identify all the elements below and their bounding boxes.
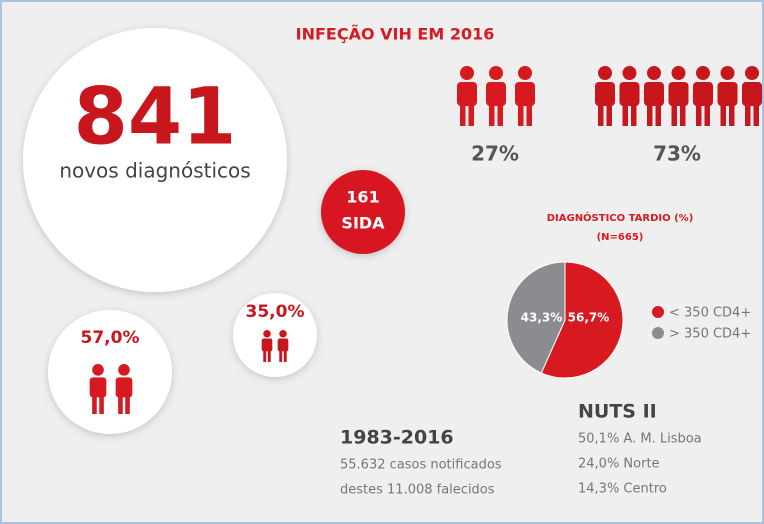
nuts-line: 14,3% Centro xyxy=(578,482,667,497)
main-circle xyxy=(23,28,287,292)
group-circle-left xyxy=(48,310,172,434)
group-circle-right xyxy=(233,293,317,377)
group-right: 35,0% xyxy=(246,302,305,322)
history-line: 55.632 casos notificados xyxy=(340,458,502,473)
women-percent: 27% xyxy=(471,142,519,166)
legend-label: > 350 CD4+ xyxy=(669,327,751,342)
person-icon xyxy=(742,66,762,126)
history-heading: 1983-2016 xyxy=(340,427,454,449)
legend-swatch xyxy=(652,327,664,339)
person-icon xyxy=(486,66,506,126)
person-icon xyxy=(668,66,689,126)
pie-title: DIAGNÓSTICO TARDIO (%) xyxy=(547,211,694,224)
title: INFEÇÃO VIH EM 2016 xyxy=(296,25,495,44)
aids-number: 161 xyxy=(346,188,379,207)
person-icon xyxy=(644,66,664,126)
legend-label: < 350 CD4+ xyxy=(669,306,751,321)
person-icon xyxy=(693,66,713,126)
pie-label: 43,3% xyxy=(521,311,563,325)
person-icon xyxy=(277,330,289,362)
men-percent: 73% xyxy=(653,142,701,166)
person-icon xyxy=(619,66,640,126)
aids-circle xyxy=(321,170,405,254)
person-icon xyxy=(89,364,107,414)
pie-slice xyxy=(506,261,566,374)
person-icon xyxy=(115,364,133,414)
nuts-line: 50,1% A. M. Lisboa xyxy=(578,432,702,447)
nuts-heading: NUTS II xyxy=(578,401,657,423)
new-cases-label: novos diagnósticos xyxy=(59,159,250,183)
person-icon xyxy=(457,66,477,126)
pie-slice xyxy=(540,261,624,379)
legend-swatch xyxy=(652,306,664,318)
person-icon xyxy=(515,66,535,126)
person-icon xyxy=(717,66,738,126)
history-line: destes 11.008 falecidos xyxy=(340,483,495,498)
nuts-line: 24,0% Norte xyxy=(578,457,660,472)
person-icon xyxy=(261,330,273,362)
pie-label: 56,7% xyxy=(568,311,610,325)
pie-subtitle: (N=665) xyxy=(597,232,644,243)
new-cases-number: 841 xyxy=(74,72,237,162)
group-left: 57,0% xyxy=(81,328,140,348)
aids-label: SIDA xyxy=(341,214,385,233)
person-icon xyxy=(595,66,615,126)
